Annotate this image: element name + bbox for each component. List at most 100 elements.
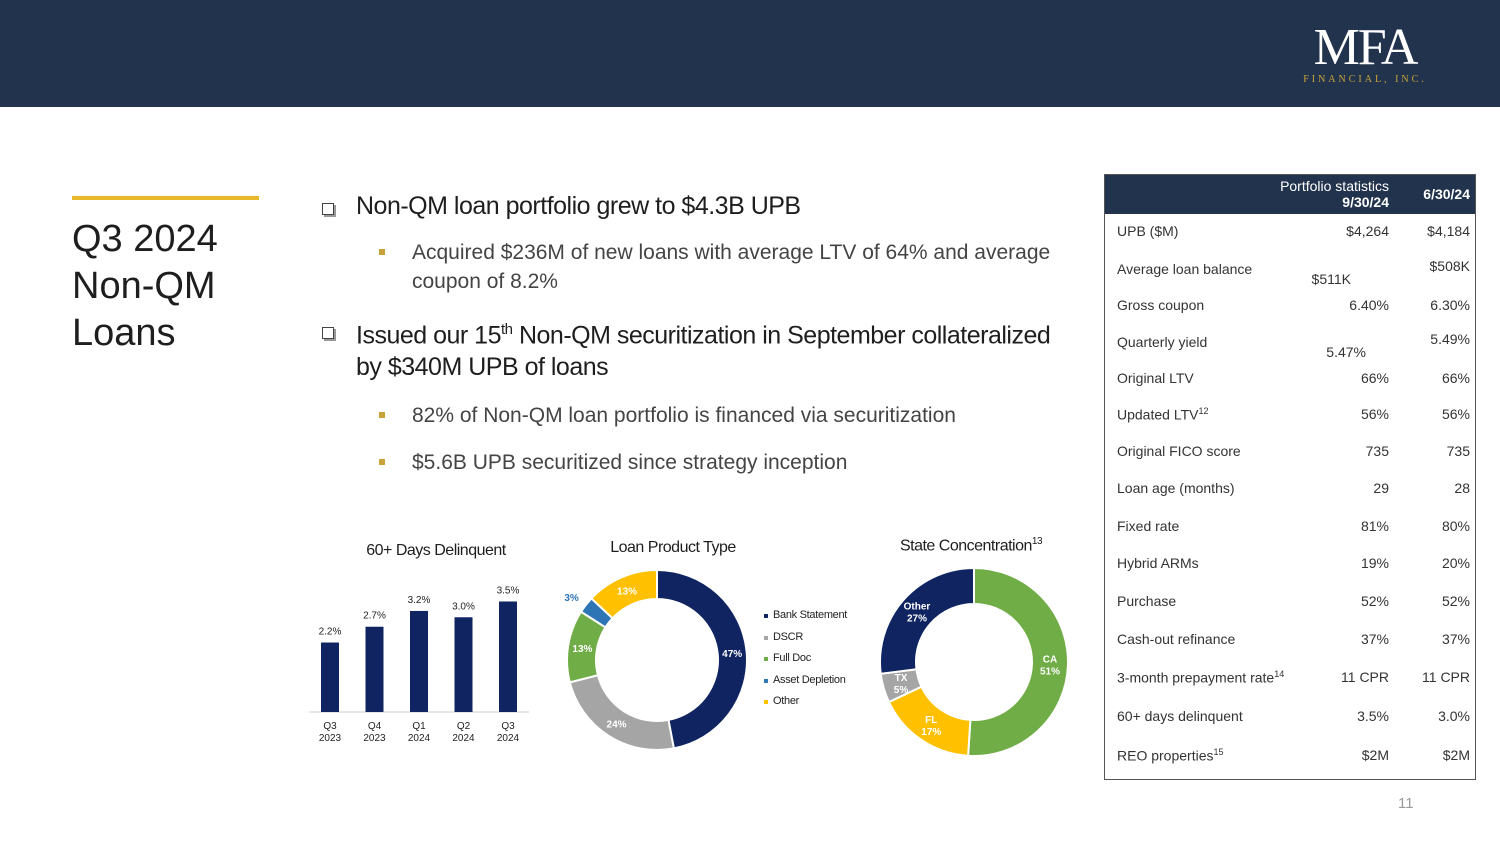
- square-bullet-icon: [379, 459, 385, 466]
- legend-label: DSCR: [773, 630, 803, 643]
- table-row: Purchase 52% 52%: [1105, 593, 1475, 617]
- legend-item: Full Doc: [764, 648, 874, 670]
- value-prior: $508K: [1429, 258, 1470, 274]
- company-logo: MFA FINANCIAL, INC.: [1290, 19, 1440, 90]
- donut-slice: [589, 568, 658, 620]
- value-prior: 11 CPR: [1422, 669, 1470, 685]
- square-bullet-icon: [379, 412, 385, 419]
- slice-data-label: 47%: [722, 649, 742, 660]
- state-chart-title: State Concentration13: [880, 536, 1062, 555]
- value-prior: 37%: [1441, 631, 1470, 647]
- legend-item: Other: [764, 691, 874, 713]
- footnote-marker: 12: [1198, 406, 1209, 416]
- column-header-current: 9/30/24: [1342, 194, 1389, 210]
- bar-data-label: 3.0%: [452, 601, 475, 612]
- legend-item: Bank Statement: [764, 605, 874, 627]
- value-prior: 3.0%: [1438, 708, 1470, 724]
- row-label: 60+ days delinquent: [1117, 708, 1243, 724]
- bullet-text: Non-QM loan portfolio grew to $4.3B UPB: [356, 192, 801, 220]
- value-prior: 80%: [1441, 518, 1470, 534]
- slice-data-label: Other 27%: [904, 602, 931, 625]
- loan-product-legend: Bank Statement DSCR Full Doc Asset Depletio…: [764, 605, 874, 713]
- legend-swatch: [764, 614, 768, 618]
- table-row: Original FICO score 735 735: [1105, 443, 1475, 467]
- slice-data-label: 13%: [617, 587, 637, 598]
- value-current: 37%: [1360, 631, 1389, 647]
- table-row: Hybrid ARMs 19% 20%: [1105, 555, 1475, 579]
- donut-slice: [879, 566, 975, 675]
- bar: [321, 642, 339, 712]
- legend-swatch: [764, 657, 768, 661]
- checkbox-bullet-icon: [322, 327, 334, 339]
- x-tick-label: 2024: [452, 733, 475, 744]
- table-row: Original LTV 66% 66%: [1105, 370, 1475, 394]
- column-header-prior: 6/30/24: [1423, 186, 1470, 202]
- logo-mark: MFA: [1313, 19, 1419, 76]
- title-accent-line: [72, 196, 259, 200]
- footnote-marker: 14: [1274, 669, 1285, 679]
- bar: [365, 626, 384, 712]
- page-number: 11: [1398, 795, 1414, 812]
- slice-data-label: TX 5%: [894, 673, 909, 696]
- value-current: $511K: [1311, 271, 1351, 287]
- row-label: 3-month prepayment rate14: [1117, 669, 1285, 686]
- legend-item: Asset Depletion: [764, 670, 874, 692]
- x-tick-label: Q3: [323, 721, 337, 732]
- slice-data-label: FL 17%: [921, 715, 941, 738]
- bullet-securitization: Issued our 15th Non-QM securitization in…: [320, 314, 1060, 383]
- x-tick-label: Q2: [457, 721, 471, 732]
- row-label: Purchase: [1117, 593, 1177, 609]
- value-current: 29: [1373, 480, 1389, 496]
- value-prior: 28: [1454, 480, 1470, 496]
- table-row: Average loan balance $511K $508K: [1105, 258, 1475, 287]
- title-line: Loans: [72, 312, 176, 354]
- bar-data-label: 3.2%: [408, 595, 431, 606]
- value-current: 19%: [1360, 555, 1389, 571]
- value-current: 11 CPR: [1341, 669, 1389, 685]
- checkbox-bullet-icon: [322, 203, 334, 215]
- table-row: 60+ days delinquent 3.5% 3.0%: [1105, 708, 1475, 732]
- row-label: REO properties15: [1117, 747, 1224, 764]
- value-prior: 52%: [1441, 593, 1470, 609]
- legend-swatch: [764, 678, 768, 683]
- bar-data-label: 3.5%: [497, 585, 520, 596]
- row-label: Updated LTV12: [1117, 406, 1209, 423]
- table-row: Fixed rate 81% 80%: [1105, 518, 1475, 542]
- table-header-title: Portfolio statistics 9/30/24: [1257, 178, 1389, 210]
- sub-bullet-acquisitions: Acquired $236M of new loans with average…: [320, 238, 1060, 296]
- legend-label: Full Doc: [773, 652, 811, 664]
- table-row: Quarterly yield 5.47% 5.49%: [1105, 331, 1475, 360]
- slice-data-label: 3%: [564, 593, 579, 604]
- legend-item: DSCR: [764, 627, 874, 649]
- legend-label: Other: [773, 695, 800, 707]
- table-row: Updated LTV12 56% 56%: [1105, 406, 1475, 430]
- logo-subtitle: FINANCIAL, INC.: [1303, 74, 1427, 85]
- row-label: Average loan balance: [1117, 261, 1253, 277]
- row-label: Quarterly yield: [1117, 334, 1208, 350]
- state-concentration-donut-chart: CA 51% FL 17% TX 5% Other 27%: [879, 566, 1069, 757]
- sub-bullet-securitized-total: $5.6B UPB securitized since strategy inc…: [320, 448, 1060, 477]
- table-title: Portfolio statistics: [1280, 178, 1389, 194]
- row-label: Cash-out refinance: [1117, 631, 1236, 647]
- sub-bullet-financed: 82% of Non-QM loan portfolio is financed…: [320, 401, 1060, 430]
- table-row: Cash-out refinance 37% 37%: [1105, 631, 1475, 655]
- value-current: 3.5%: [1357, 708, 1389, 724]
- value-current: 81%: [1360, 518, 1389, 534]
- value-current: 6.40%: [1349, 297, 1389, 313]
- row-label: Hybrid ARMs: [1117, 555, 1199, 571]
- row-label: Loan age (months): [1117, 480, 1235, 496]
- x-tick-label: Q1: [412, 721, 426, 732]
- row-label: Original LTV: [1117, 370, 1194, 386]
- x-tick-label: 2023: [363, 733, 386, 744]
- value-prior: 735: [1446, 443, 1470, 459]
- value-current: 52%: [1360, 593, 1389, 609]
- x-tick-label: 2023: [319, 733, 342, 744]
- row-label: Fixed rate: [1117, 518, 1180, 534]
- bullet-portfolio-growth: Non-QM loan portfolio grew to $4.3B UPB: [320, 190, 1060, 222]
- donut-slice: [656, 568, 748, 750]
- bar-data-label: 2.7%: [363, 611, 386, 622]
- footnote-marker: 15: [1213, 747, 1224, 757]
- value-current: $4,264: [1346, 223, 1389, 239]
- title-line: Non-QM: [72, 265, 216, 307]
- x-tick-label: 2024: [408, 733, 431, 744]
